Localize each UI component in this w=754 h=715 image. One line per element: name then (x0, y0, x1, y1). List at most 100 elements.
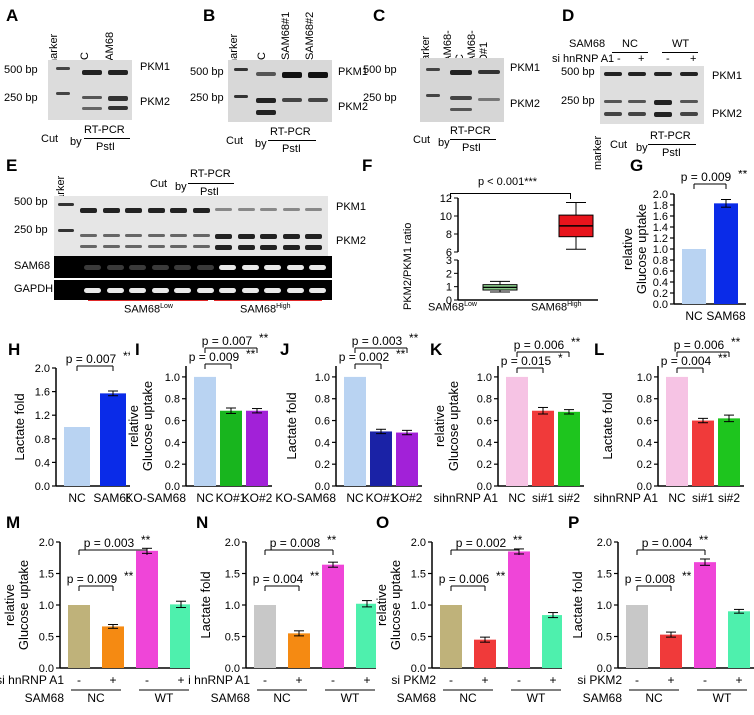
p-value-label: p = 0.004 (642, 536, 693, 550)
y-tick-label: 0.6 (165, 416, 180, 428)
group-underline-wt (662, 52, 698, 53)
y-axis-label: Lactate fold (284, 392, 299, 459)
p-value-label: p = 0.006 (514, 338, 565, 352)
y-tick-label: 10 (440, 211, 452, 223)
x-axis-prefix: sihnRNP A1 (434, 491, 499, 505)
y-axis-label: relative (374, 584, 389, 626)
blot-sam68 (54, 256, 332, 278)
x-category-low: SAM68Low (428, 301, 477, 314)
bar (100, 393, 126, 486)
method-label: RT-PCR (650, 130, 691, 142)
cut-label: Cut (41, 133, 59, 145)
gel-image-e (54, 196, 328, 256)
y-tick-label: 1 (446, 282, 452, 294)
band-label-pkm1: PKM1 (510, 62, 540, 74)
panel-label-p: P (568, 513, 580, 532)
x-category-label: si#2 (558, 491, 580, 505)
panel-label-i: I (135, 340, 140, 359)
treatment-sign: - (263, 673, 267, 687)
p-value-label: p = 0.002 (339, 350, 390, 364)
x-category-label: KO#2 (242, 491, 273, 505)
method-underline (84, 138, 130, 139)
p-value-label: p = 0.008 (625, 572, 676, 586)
method-underline (268, 140, 316, 141)
y-tick-label: 6 (446, 247, 452, 259)
bar-chart-h: 0.0 0.4 0.8 1.2 1.6 2.0 Lactate fold p = 0.007 *… (12, 349, 130, 505)
significance-stars: ** (246, 347, 256, 361)
y-axis-label: Glucose uptake (388, 560, 403, 650)
panel-label-f: F (362, 156, 373, 175)
sign-4: + (690, 53, 697, 65)
y-tick-label: 0.4 (35, 457, 50, 469)
panel-label-h: H (8, 340, 21, 359)
marker-500bp: 500 bp (4, 64, 38, 76)
y-tick-label: 0.4 (315, 437, 330, 449)
panel-label-c: C (373, 6, 386, 25)
y-axis-label: Glucose uptake (16, 560, 31, 650)
significance-stars: ** (699, 533, 709, 547)
panel-label-e: E (6, 156, 18, 175)
y-tick-label: 0.2 (637, 459, 652, 471)
p-value-label: p = 0.007 (202, 334, 253, 348)
bar (102, 626, 124, 668)
band-label-pkm2: PKM2 (336, 235, 366, 247)
sign-3: - (666, 53, 670, 65)
treatment-sign: + (363, 673, 370, 687)
y-tick-label: 0.0 (653, 299, 668, 311)
y-tick-label: 1.5 (411, 569, 426, 581)
y-tick-label: 1.2 (653, 233, 668, 245)
y-tick-label: 0.2 (653, 288, 668, 300)
y-tick-label: 0 (446, 295, 452, 307)
panel-label-d: D (562, 6, 575, 25)
band-label-pkm2: PKM2 (712, 108, 742, 120)
x-category-label: NC (68, 491, 86, 505)
p-value-label: p = 0.006 (674, 338, 725, 352)
significance-stars: * (558, 351, 563, 365)
cut-label: Cut (226, 135, 244, 147)
lane-label-marker: marker (592, 135, 604, 170)
treatment-sign: - (77, 673, 81, 687)
p-value-label: p = 0.009 (189, 350, 240, 364)
bar (64, 427, 90, 486)
row-label-sam68: SAM68 (25, 691, 65, 705)
bar (356, 603, 376, 668)
group-label-nc: NC (87, 691, 105, 705)
p-value-label: p = 0.006 (439, 572, 490, 586)
group-label-wt: WT (527, 691, 546, 705)
method-label: RT-PCR (84, 124, 125, 136)
method-label: RT-PCR (190, 168, 231, 180)
bar (288, 633, 310, 668)
bar (532, 410, 554, 486)
band-label-pkm2: PKM2 (338, 101, 368, 113)
x-category-label: NC (346, 491, 364, 505)
y-tick-label: 12 (440, 193, 452, 205)
y-axis-label: Lactate fold (198, 571, 213, 638)
bar (660, 634, 682, 668)
panel-label-m: M (6, 513, 21, 532)
significance-stars: ** (496, 569, 506, 583)
row-label-sam68: SAM68 (583, 691, 623, 705)
bar (344, 376, 366, 486)
group-label-nc: NC (645, 691, 663, 705)
treatment-sign: + (177, 673, 184, 687)
y-tick-label: 1.2 (35, 410, 50, 422)
method-underline (648, 144, 696, 145)
y-tick-label: 1.0 (653, 244, 668, 256)
p-value-label: p = 0.003 (352, 334, 403, 348)
y-axis-label: Lactate fold (600, 392, 615, 459)
y-tick-label: 0.2 (315, 459, 330, 471)
y-tick-label: 0.0 (225, 663, 240, 675)
p-value-label: p = 0.007 (66, 352, 117, 366)
y-tick-label: 1.0 (315, 372, 330, 384)
row-label-treatment: si PKM2 (577, 673, 622, 687)
bar (322, 564, 344, 668)
enzyme-label: PstI (96, 141, 115, 153)
y-tick-label: 0.8 (165, 394, 180, 406)
band-label-pkm1: PKM1 (338, 66, 368, 78)
y-tick-label: 0.2 (165, 459, 180, 471)
bar-chart-p: 0.0 0.5 1.0 1.5 2.0 Lactate fold p = 0.004 ** p … (570, 533, 754, 705)
group-label-wt: WT (713, 691, 732, 705)
significance-stars: ** (396, 347, 406, 361)
y-axis-label: Glucose uptake (140, 381, 155, 471)
